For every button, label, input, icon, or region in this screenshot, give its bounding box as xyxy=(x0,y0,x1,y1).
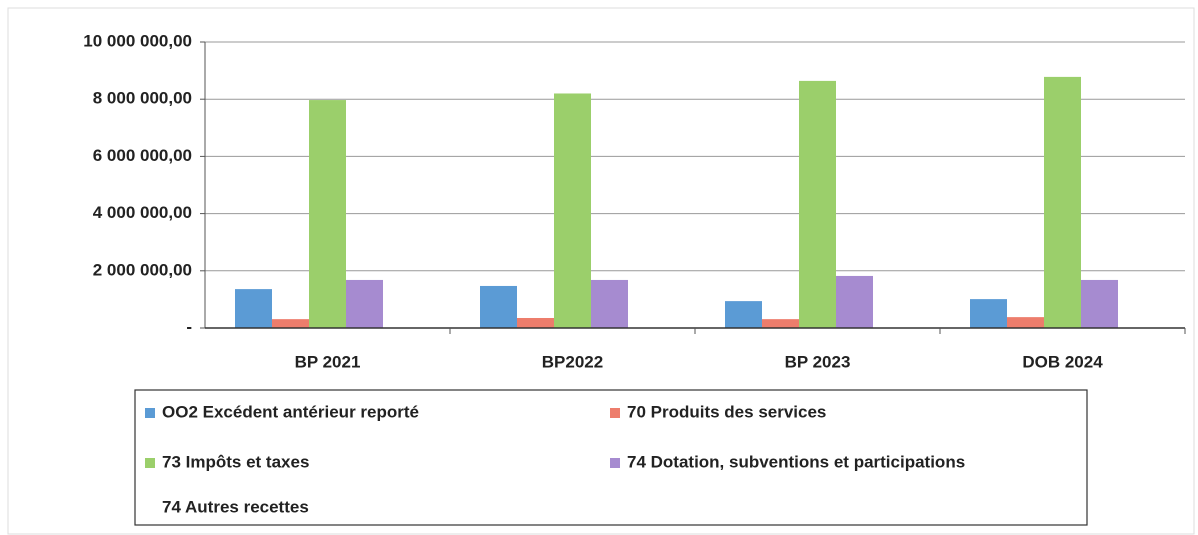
y-tick-label: 10 000 000,00 xyxy=(83,31,192,50)
legend-swatch xyxy=(610,408,620,418)
bar xyxy=(480,285,517,328)
legend-label: 73 Impôts et taxes xyxy=(162,452,309,471)
x-tick-label: BP 2023 xyxy=(785,352,851,371)
legend-label: 70 Produits des services xyxy=(627,402,826,421)
y-tick-label: 2 000 000,00 xyxy=(93,260,192,279)
chart-border xyxy=(7,7,1195,535)
y-tick-label: 8 000 000,00 xyxy=(93,89,192,108)
y-tick-label: - xyxy=(186,317,192,336)
bar xyxy=(970,299,1007,328)
bar xyxy=(762,319,799,328)
legend-label: 74 Dotation, subventions et participatio… xyxy=(627,452,965,471)
bar xyxy=(554,93,591,328)
x-tick-label: BP2022 xyxy=(542,352,603,371)
y-tick-label: 6 000 000,00 xyxy=(93,146,192,165)
legend-swatch xyxy=(610,458,620,468)
bar xyxy=(346,279,383,328)
x-tick-label: DOB 2024 xyxy=(1022,352,1103,371)
bar xyxy=(591,279,628,328)
bar xyxy=(517,317,554,328)
legend-label: 74 Autres recettes xyxy=(162,497,309,516)
bar xyxy=(836,275,873,328)
legend-label: OO2 Excédent antérieur reporté xyxy=(162,402,419,421)
x-tick-label: BP 2021 xyxy=(295,352,361,371)
legend-swatch xyxy=(145,408,155,418)
legend-box xyxy=(134,389,1088,526)
bar xyxy=(725,301,762,328)
bar xyxy=(799,80,836,329)
bar xyxy=(309,100,346,328)
legend-swatch xyxy=(145,503,155,513)
legend-swatch xyxy=(145,458,155,468)
bar xyxy=(1007,317,1044,328)
bar xyxy=(1044,76,1081,328)
bar xyxy=(235,289,272,328)
bar xyxy=(1081,279,1118,328)
bar xyxy=(272,319,309,328)
y-tick-label: 4 000 000,00 xyxy=(93,203,192,222)
